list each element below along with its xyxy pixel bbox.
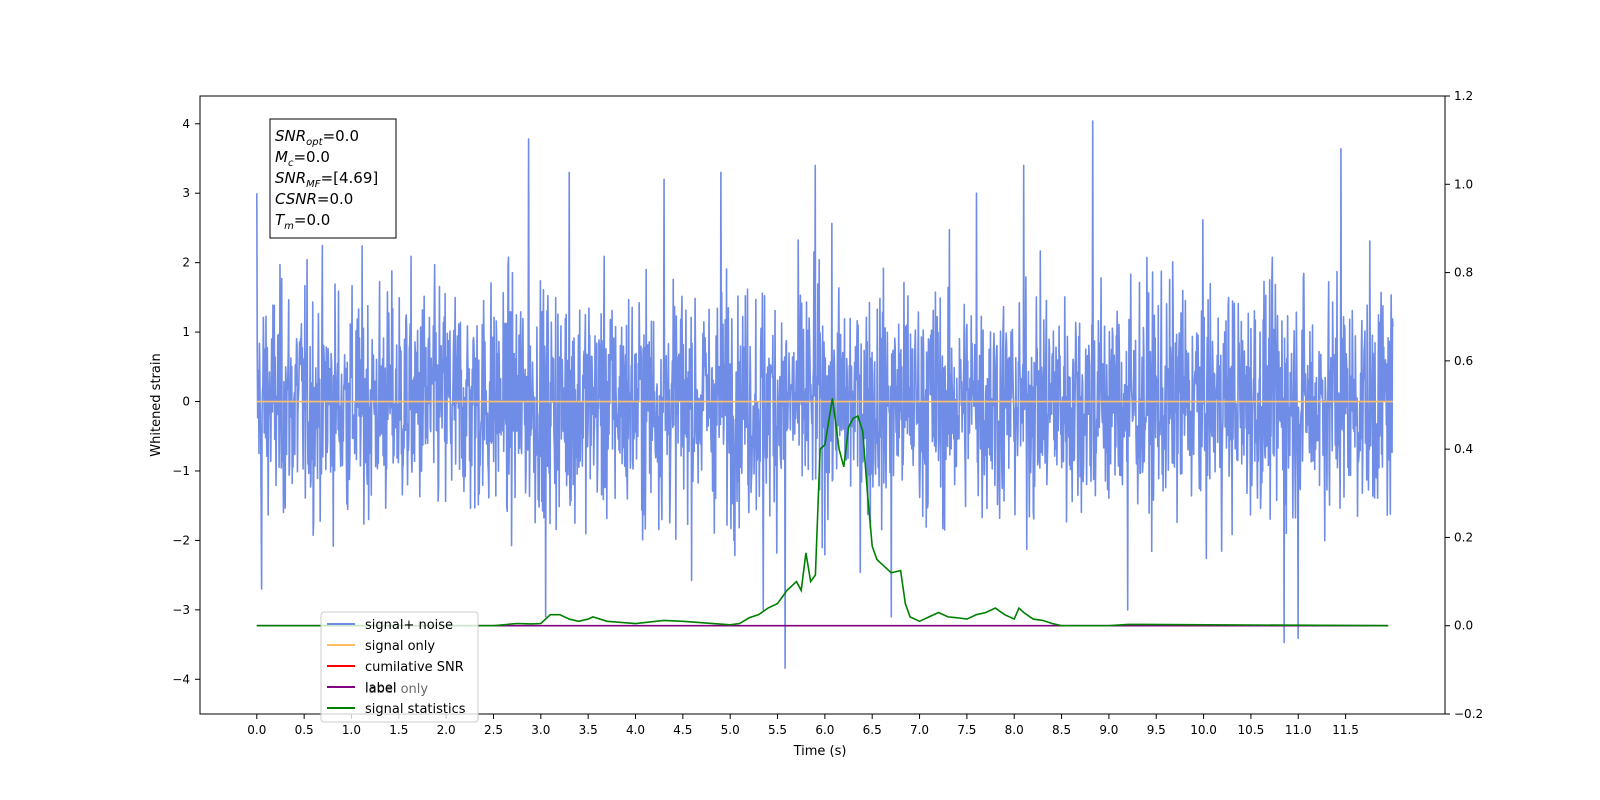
x-tick-label: 9.5 [1147, 723, 1166, 737]
annotation-line: Mc=0.0 [275, 148, 330, 169]
x-tick-label: 8.0 [1005, 723, 1024, 737]
x-tick-label: 3.0 [531, 723, 550, 737]
y2-tick-label: 0.2 [1454, 530, 1473, 544]
x-tick-label: 2.0 [437, 723, 456, 737]
x-axis-label: Time (s) [793, 744, 847, 759]
x-tick-label: 11.0 [1285, 723, 1312, 737]
x-tick-label: 3.5 [579, 723, 598, 737]
x-tick-label: 10.0 [1190, 723, 1217, 737]
y-tick-label: −2 [172, 533, 190, 547]
legend-label: cumilative SNR [365, 660, 464, 675]
y2-tick-label: 0.0 [1454, 619, 1473, 633]
x-tick-label: 5.0 [721, 723, 740, 737]
plot-frame [199, 95, 1446, 715]
y2-tick-label: 0.6 [1454, 354, 1473, 368]
x-tick-label: 9.0 [1099, 723, 1118, 737]
y-tick-label: −1 [172, 464, 190, 478]
legend-label: label [365, 681, 396, 696]
y2-tick-label: 0.8 [1454, 266, 1473, 280]
annotation-line: Tm=0.0 [275, 211, 330, 232]
y2-tick-label: 0.4 [1454, 442, 1473, 456]
annotation-frame [269, 118, 397, 239]
x-tick-label: 10.5 [1238, 723, 1265, 737]
y-tick-label: −3 [172, 603, 190, 617]
legend-label-ghost: label only [365, 682, 428, 697]
legend-label: signal only [365, 639, 435, 654]
annotation-line: SNRopt=0.0 [275, 127, 359, 148]
x-tick-label: 0.0 [247, 723, 266, 737]
x-tick-label: 7.0 [910, 723, 929, 737]
annotation-line: CSNR=0.0 [275, 190, 353, 208]
y-tick-label: 2 [182, 256, 190, 270]
x-tick-label: 4.0 [626, 723, 645, 737]
y2-tick-label: −0.2 [1454, 707, 1483, 721]
legend: label only signal+ noise signal only cumila… [320, 611, 479, 723]
signal-plus-noise-line [256, 120, 1394, 669]
x-tick-label: 2.5 [484, 723, 503, 737]
x-tick-label: 4.5 [673, 723, 692, 737]
annotation-line: SNRMF=[4.69] [275, 169, 378, 190]
series-signal-plus-noise [256, 120, 1394, 669]
y-tick-label: −4 [172, 672, 190, 686]
x-tick-label: 6.0 [815, 723, 834, 737]
x-tick-label: 1.5 [389, 723, 408, 737]
y2-tick-label: 1.0 [1454, 177, 1473, 191]
x-tick-label: 0.5 [295, 723, 314, 737]
series-line-signal-statistics [256, 398, 1389, 627]
y2-tick-label: 1.2 [1454, 89, 1473, 103]
x-tick-label: 1.0 [342, 723, 361, 737]
legend-label: signal+ noise [365, 618, 453, 633]
x-tick-label: 11.5 [1332, 723, 1359, 737]
x-tick-label: 5.5 [768, 723, 787, 737]
y-tick-label: 1 [182, 325, 190, 339]
legend-label: signal statistics [365, 702, 466, 717]
x-tick-label: 6.5 [863, 723, 882, 737]
x-tick-label: 8.5 [1052, 723, 1071, 737]
y-tick-label: 0 [182, 395, 190, 409]
legend-frame [320, 611, 479, 723]
y-axis-label: Whitened strain [149, 353, 164, 456]
y-tick-label: 4 [182, 117, 190, 131]
axes: 0.0 0.5 1.0 1.5 2.0 2.5 3.0 3.5 4.0 4.5 5.0 5.5 6.0 6… [172, 89, 1483, 737]
x-tick-label: 7.5 [957, 723, 976, 737]
y-tick-label: 3 [182, 186, 190, 200]
